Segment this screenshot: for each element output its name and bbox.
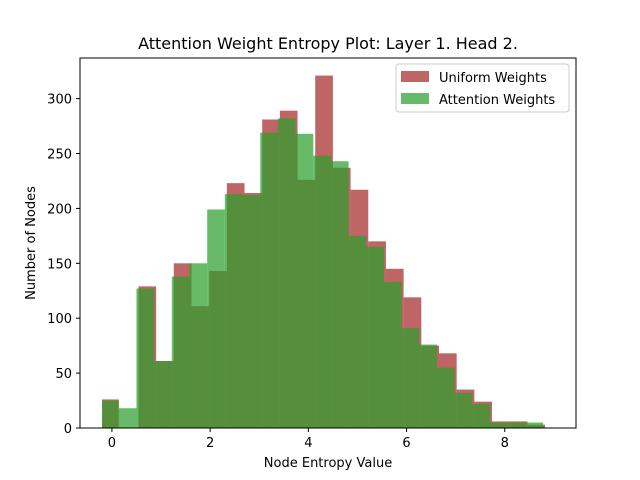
- y-tick-label: 200: [47, 202, 72, 217]
- x-axis-label: Node Entropy Value: [264, 456, 392, 471]
- histogram-bar-series-1: [490, 422, 508, 428]
- histogram-bar-series-1: [118, 408, 137, 428]
- plot-area-frame: [79, 57, 577, 429]
- legend-label: Uniform Weights: [439, 71, 547, 86]
- histogram-bar-series-1: [454, 392, 473, 428]
- legend-box: [395, 63, 570, 113]
- x-tick-label: 0: [108, 436, 116, 451]
- legend-swatch: [401, 93, 429, 104]
- histogram-bar-series-1: [102, 400, 119, 428]
- legend: Uniform Weights Attention Weights: [395, 63, 570, 113]
- legend-swatch: [401, 71, 429, 82]
- y-tick-label: 50: [55, 367, 72, 382]
- histogram-bar-series-1: [437, 367, 455, 428]
- chart-title: Attention Weight Entropy Plot: Layer 1. …: [138, 34, 518, 53]
- x-tick-label: 4: [304, 436, 312, 451]
- histogram-bar-series-1: [330, 161, 349, 428]
- y-tick-label: 300: [47, 93, 72, 108]
- histogram-bar-series-1: [260, 132, 278, 428]
- y-axis-label: Number of Nodes: [24, 186, 39, 300]
- histogram-bar-series-1: [313, 155, 331, 428]
- x-tick-label: 2: [206, 436, 214, 451]
- legend-label: Attention Weights: [439, 93, 555, 108]
- y-tick-label: 250: [47, 148, 72, 163]
- histogram-bar-series-1: [419, 344, 438, 428]
- histogram-bar-series-1: [348, 235, 367, 428]
- y-axis-ticks: 0 50 100 150 200 250 300: [47, 93, 80, 437]
- histogram-bar-series-1: [401, 328, 420, 428]
- histogram-bar-series-1: [189, 263, 208, 428]
- x-axis-ticks: 0 2 4 6 8: [108, 428, 509, 451]
- histogram-bar-series-1: [136, 288, 155, 428]
- x-tick-label: 8: [501, 436, 509, 451]
- histogram-bar-series-1: [224, 194, 243, 428]
- y-tick-label: 0: [64, 422, 72, 437]
- histogram-bar-series-1: [383, 281, 402, 428]
- bars-layer: [102, 75, 546, 429]
- histogram-bar-series-1: [277, 118, 296, 428]
- histogram-bar-series-1: [242, 195, 261, 428]
- histogram-bar-series-1: [472, 403, 491, 428]
- x-tick-label: 6: [402, 436, 410, 451]
- histogram-bar-series-1: [207, 209, 225, 428]
- histogram-bar-series-1: [366, 246, 384, 428]
- histogram-bar-series-1: [171, 276, 190, 428]
- histogram-bar-series-1: [295, 133, 314, 428]
- y-tick-label: 100: [47, 312, 72, 327]
- histogram-bar-series-1: [525, 422, 544, 428]
- y-tick-label: 150: [47, 257, 72, 272]
- histogram-bar-series-1: [154, 361, 172, 428]
- histogram-bar-series-1: [507, 422, 526, 428]
